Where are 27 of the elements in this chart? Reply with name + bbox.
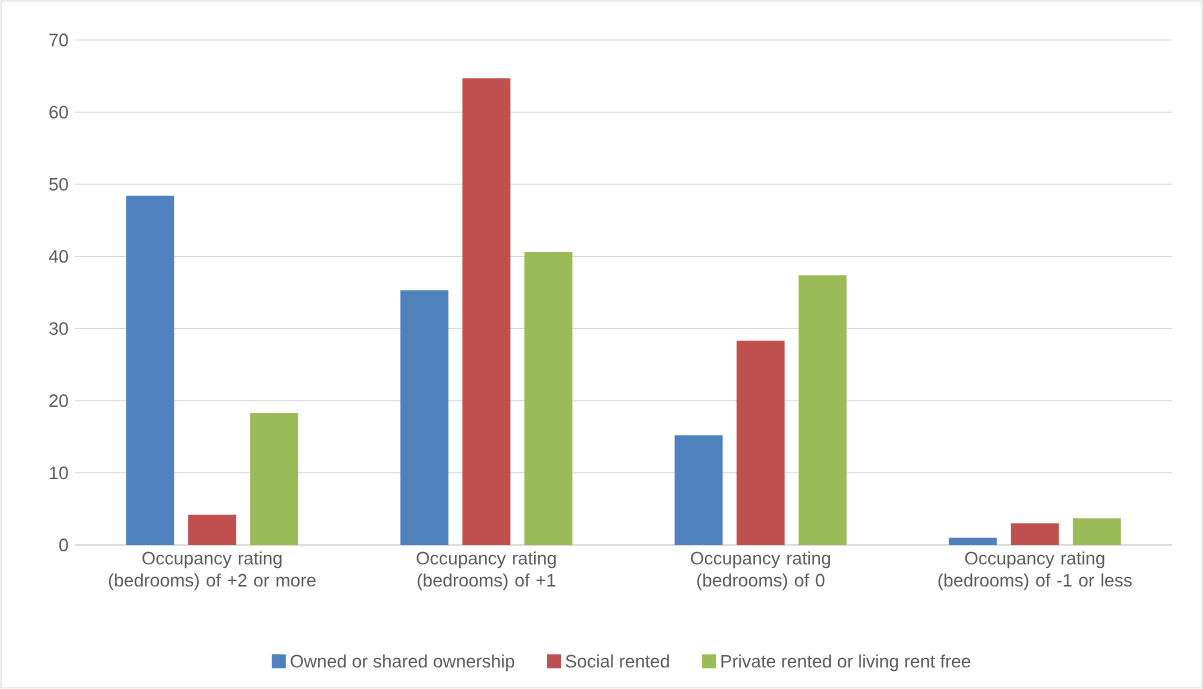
legend-label: Private rented or living rent free [721,654,971,672]
bar [1010,523,1059,545]
y-tick-label: 0 [59,538,68,552]
x-tick-label: Occupancy rating (bedrooms) of -1 or less [938,551,1132,591]
y-tick-label: 70 [49,33,68,47]
bar [798,275,847,545]
y-tick-label: 20 [49,394,68,408]
bar [126,195,175,545]
bar [462,78,511,545]
y-tick-label: 10 [49,466,68,480]
bar [188,514,237,545]
y-tick-label: 40 [49,250,68,263]
bar [400,290,449,545]
bar [948,537,997,545]
bar [1072,518,1121,545]
x-tick-label: Occupancy rating (bedrooms) of 0 [690,551,830,591]
x-tick-label: Occupancy rating (bedrooms) of +1 [416,551,556,591]
y-tick-label: 60 [49,105,68,119]
bar [736,340,785,545]
y-tick-label: 50 [49,177,68,191]
x-tick-label: Occupancy rating (bedrooms) of +2 or more [108,551,316,591]
bar [524,252,573,545]
legend-label: Owned or shared ownership [290,654,515,672]
bar [674,435,723,545]
y-tick-label: 30 [49,322,68,335]
legend-label: Social rented [565,654,669,668]
bar [250,412,299,545]
